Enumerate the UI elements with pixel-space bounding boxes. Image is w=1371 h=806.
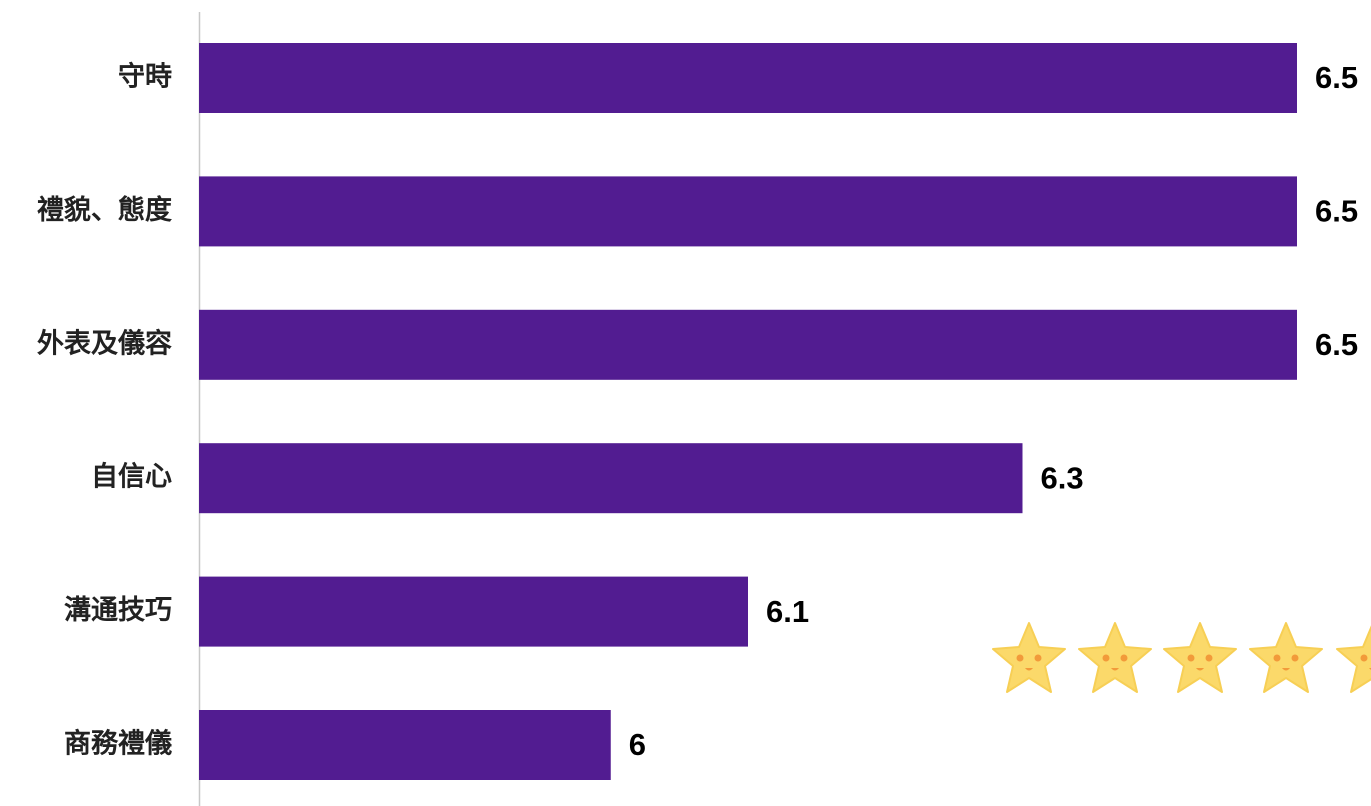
bar <box>199 443 1023 514</box>
stars-decoration <box>992 622 1371 693</box>
bar <box>199 43 1297 113</box>
value-label: 6.1 <box>766 594 809 629</box>
category-label: 商務禮儀 <box>64 729 172 760</box>
bar <box>199 576 748 647</box>
value-label: 6.5 <box>1315 194 1358 229</box>
value-label: 6.3 <box>1041 460 1084 495</box>
category-label: 自信心 <box>91 461 172 493</box>
bar <box>199 710 611 780</box>
bar <box>199 309 1297 380</box>
value-label: 6.5 <box>1315 327 1358 362</box>
category-label: 禮貌、態度 <box>37 194 172 226</box>
bar <box>199 176 1297 247</box>
category-label: 外表及儀容 <box>37 327 172 359</box>
category-label: 溝通技巧 <box>64 595 172 626</box>
category-label: 守時 <box>118 61 172 93</box>
value-label: 6 <box>629 727 646 762</box>
value-label: 6.5 <box>1315 60 1358 95</box>
